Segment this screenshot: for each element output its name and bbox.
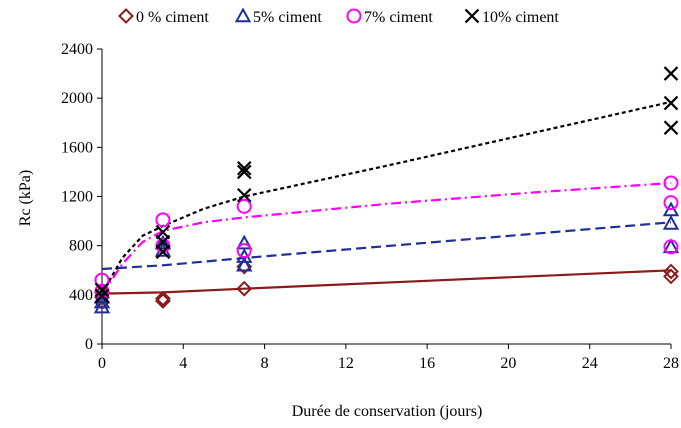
data-point-series-0: [663, 268, 679, 285]
legend-marker-2: [346, 8, 362, 24]
y-tick-label: 2400: [61, 41, 93, 58]
data-point-series-1: [662, 214, 680, 230]
data-point-series-2: [94, 283, 110, 299]
data-point-series-3: [94, 288, 110, 304]
legend-marker-0: [118, 8, 134, 24]
data-point-series-2: [663, 239, 679, 255]
x-tick-label: 4: [179, 355, 187, 372]
data-point-series-3: [236, 160, 252, 176]
trend-line-series-0: [101, 269, 672, 295]
legend-label-0: 0 % ciment: [136, 9, 209, 26]
legend-marker-1: [234, 7, 252, 23]
data-point-series-0: [236, 258, 253, 275]
legend: 0 % ciment 5% ciment 7% ciment 10% ciment: [118, 7, 559, 26]
y-tick-label: 2000: [61, 90, 93, 107]
data-point-series-2: [236, 198, 252, 214]
y-tick-label: 400: [69, 287, 93, 304]
legend-label-3: 10% ciment: [482, 9, 559, 26]
x-axis-label: Durée de conservation (jours): [292, 403, 483, 420]
legend-label-1: 5% ciment: [253, 9, 322, 26]
plot-area: 0 400 800 1200 1600 2000 2400 0 4 8 12 16 20 24 28: [61, 41, 680, 372]
data-point-series-1: [662, 238, 680, 254]
x-tick-label: 0: [98, 355, 106, 372]
data-point-series-3: [663, 66, 679, 81]
trend-line-series-2: [101, 181, 672, 296]
y-tick-label: 1600: [61, 139, 93, 156]
data-point-series-2: [663, 195, 679, 211]
data-point-series-3: [155, 224, 171, 240]
x-tick-label: 12: [338, 355, 354, 372]
x-tick-label: 24: [582, 355, 598, 372]
x-tick-label: 28: [663, 355, 679, 372]
data-point-series-2: [94, 272, 110, 288]
data-point-series-3: [94, 282, 110, 298]
data-point-series-3: [236, 164, 252, 180]
data-point-series-3: [236, 187, 252, 203]
y-tick-label: 0: [85, 336, 93, 353]
y-tick-label: 1200: [61, 189, 93, 206]
data-point-series-2: [663, 175, 679, 191]
data-point-series-3: [663, 120, 679, 135]
data-point-series-1: [154, 234, 172, 250]
legend-marker-3: [464, 8, 480, 24]
data-point-series-0: [663, 263, 679, 280]
trend-line-series-1: [101, 221, 672, 271]
data-point-series-1: [236, 234, 253, 250]
y-axis-label: Rc (kPa): [17, 170, 34, 226]
x-tick-label: 16: [419, 355, 435, 372]
y-tick-label: 800: [69, 238, 93, 255]
data-point-series-0: [155, 293, 171, 309]
data-point-series-1: [236, 256, 253, 272]
data-point-series-3: [663, 95, 679, 111]
trend-line-series-3: [101, 100, 672, 295]
data-point-series-0: [155, 290, 171, 307]
x-tick-label: 8: [261, 355, 269, 372]
legend-label-2: 7% ciment: [364, 9, 433, 26]
data-point-series-2: [155, 212, 171, 228]
x-tick-label: 20: [500, 355, 516, 372]
data-point-series-2: [236, 243, 252, 259]
data-point-series-0: [236, 280, 253, 297]
